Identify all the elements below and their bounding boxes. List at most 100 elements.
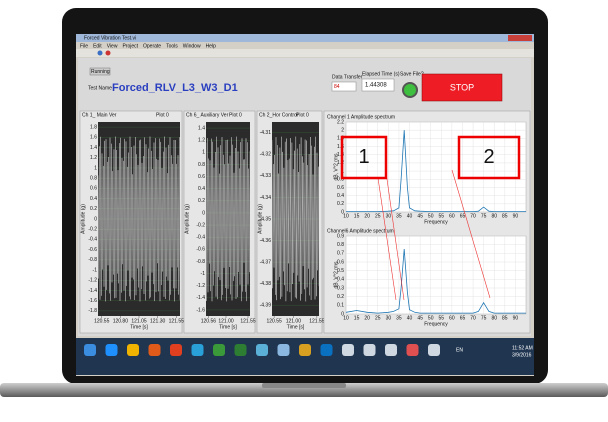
y-tick-label: 0.4: [198, 186, 205, 192]
save-label: Save File?: [400, 71, 424, 77]
y-tick-label: -0.2: [88, 227, 97, 233]
taskbar-icons: [84, 344, 440, 356]
annotation-line: [385, 171, 405, 301]
menu-item[interactable]: View: [107, 43, 118, 49]
x-tick-label: 55: [439, 213, 445, 219]
y-tick-label: 0.8: [337, 242, 344, 248]
spectrum-line: [345, 248, 526, 314]
x-tick-label: 50: [428, 213, 434, 219]
taskbar-icon[interactable]: [385, 344, 397, 356]
y-tick-label: -0.4: [196, 235, 205, 241]
menu-item[interactable]: Window: [183, 43, 201, 49]
run-button[interactable]: [97, 50, 103, 56]
y-tick-label: -1.2: [88, 278, 97, 284]
taskbar-icon[interactable]: [256, 344, 268, 356]
x-tick-label: 15: [354, 213, 360, 219]
y-tick-label: 1.6: [90, 135, 97, 141]
menu-item[interactable]: Tools: [166, 43, 178, 49]
x-tick-label: 85: [502, 315, 508, 321]
y-tick-label: 0.8: [198, 162, 205, 168]
y-tick-label: 1.4: [198, 125, 205, 131]
y-tick-label: 1.2: [198, 138, 205, 144]
x-axis-label: Frequency: [424, 321, 448, 327]
x-tick-label: 70: [470, 213, 476, 219]
y-tick-label: 1.2: [90, 155, 97, 161]
menu-item[interactable]: File: [80, 43, 88, 49]
y-tick-label: 0: [202, 210, 205, 216]
y-tick-label: -1.2: [196, 283, 205, 289]
taskbar-icon[interactable]: [84, 344, 96, 356]
stop-label: STOP: [450, 82, 474, 92]
y-tick-label: 0.6: [337, 185, 344, 191]
running-label: Running: [91, 69, 110, 75]
y-tick-label: 1.4: [337, 152, 344, 158]
taskbar-icon[interactable]: [170, 344, 182, 356]
taskbar-icon[interactable]: [148, 344, 161, 356]
x-tick-label: 75: [481, 315, 487, 321]
taskbar-icon[interactable]: [127, 344, 139, 356]
y-tick-label: -0.8: [88, 257, 97, 263]
y-axis-label: dB, V^2 rms: [333, 153, 339, 181]
taskbar-icon[interactable]: [191, 344, 204, 356]
y-tick-label: 1.2: [337, 160, 344, 166]
y-tick-label: 0.6: [198, 174, 205, 180]
window-controls[interactable]: [508, 35, 532, 41]
menu-item[interactable]: Edit: [93, 43, 102, 49]
taskbar-icon[interactable]: [406, 344, 419, 356]
abort-button[interactable]: [105, 50, 111, 56]
plot-area: [345, 235, 527, 315]
spectrum-title: Channel6 Amplitude spectrum: [327, 228, 394, 234]
taskbar-icon[interactable]: [363, 344, 376, 356]
x-tick-label: 80: [491, 315, 497, 321]
save-led[interactable]: [404, 84, 416, 96]
y-tick-label: -0.2: [196, 222, 205, 228]
stop-button[interactable]: [421, 73, 503, 102]
plot-legend: Plot 0: [296, 112, 309, 118]
x-tick-label: 10: [343, 315, 349, 321]
y-tick-label: -0.6: [196, 247, 205, 253]
x-tick-label: 121.00: [286, 318, 302, 324]
taskbar-icon[interactable]: [105, 344, 118, 356]
taskbar: [76, 338, 534, 375]
menu-item[interactable]: Help: [206, 43, 217, 49]
taskbar-icon[interactable]: [428, 344, 440, 356]
menu-item[interactable]: Project: [122, 43, 138, 49]
annotation-line: [451, 169, 491, 299]
y-axis-label: Amplitude (g): [80, 204, 86, 234]
y-tick-label: 0.2: [337, 201, 344, 207]
taskbar-icon[interactable]: [277, 344, 290, 356]
x-tick-label: 35: [396, 213, 402, 219]
annotation-line: [377, 177, 397, 301]
y-tick-label: -1.4: [88, 288, 97, 294]
y-tick-label: 1.6: [337, 144, 344, 150]
y-axis-label: Amplitude (g): [184, 204, 190, 234]
taskbar-icon[interactable]: [213, 344, 225, 356]
taskbar-icon[interactable]: [320, 344, 333, 356]
menu-item[interactable]: Operate: [143, 43, 161, 49]
y-tick-label: -4.37: [260, 259, 272, 265]
y-tick-label: -4.33: [260, 173, 272, 179]
y-tick-label: 0.9: [337, 233, 344, 239]
y-tick-label: 0.1: [337, 303, 344, 309]
toolbar: [76, 49, 534, 57]
elapsed-box: [361, 78, 395, 92]
y-tick-label: -1.6: [88, 298, 97, 304]
taskbar-icon[interactable]: [342, 344, 354, 356]
x-axis-label: Time [s]: [219, 324, 237, 330]
y-tick-label: 1.8: [337, 136, 344, 142]
y-tick-label: 0.2: [198, 198, 205, 204]
y-tick-label: 0.6: [90, 186, 97, 192]
x-tick-label: 65: [460, 315, 466, 321]
spectrum-line: [346, 130, 526, 212]
x-tick-label: 121.05: [131, 318, 147, 324]
signal-trace: [205, 136, 251, 302]
y-tick-label: -1.4: [196, 295, 205, 301]
x-tick-label: 60: [449, 315, 455, 321]
taskbar-icon[interactable]: [234, 344, 247, 356]
x-tick-label: 121.55: [169, 318, 185, 324]
y-tick-label: -4.34: [260, 195, 272, 201]
y-tick-label: 0.8: [90, 175, 97, 181]
y-tick-label: 0: [341, 311, 344, 317]
x-tick-label: 45: [417, 213, 423, 219]
taskbar-icon[interactable]: [299, 344, 311, 356]
